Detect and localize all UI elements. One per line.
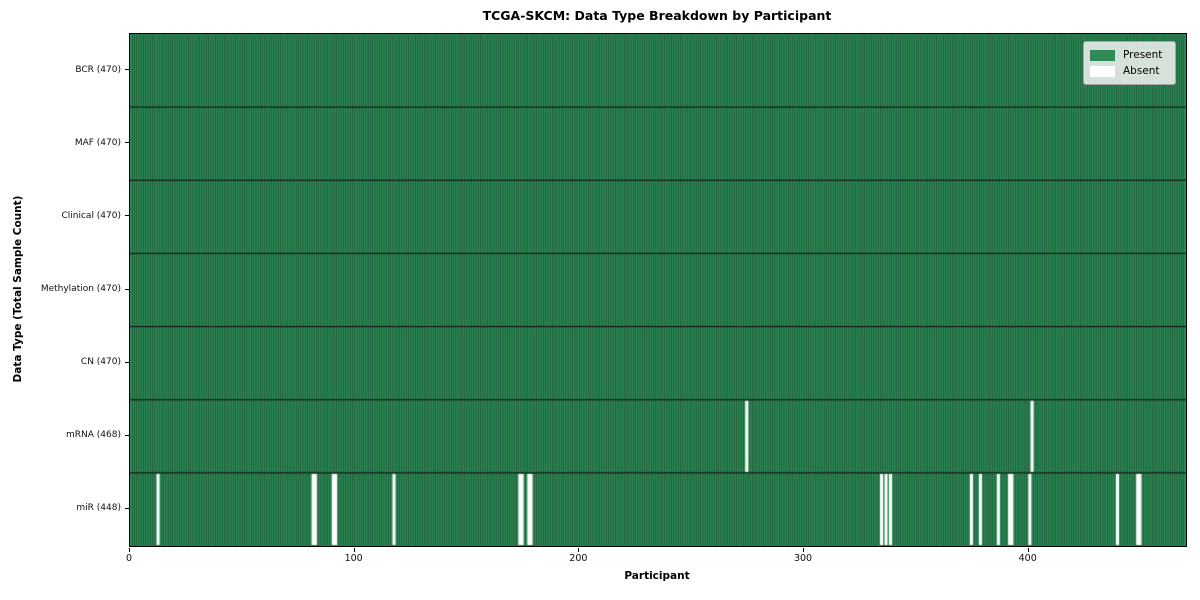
x-tick-label-0: 0	[125, 553, 133, 564]
y-tick-mark	[124, 69, 129, 71]
y-tick-mark	[124, 434, 129, 436]
chart-title: TCGA-SKCM: Data Type Breakdown by Partic…	[482, 8, 832, 23]
y-tick-label-cn: CN (470)	[80, 357, 121, 368]
x-tick-mark	[578, 547, 580, 552]
y-tick-label-clinical: Clinical (470)	[61, 210, 121, 221]
x-tick-mark	[353, 547, 355, 552]
x-tick-label-400: 400	[1018, 553, 1037, 564]
x-tick-mark	[1027, 547, 1029, 552]
legend-label: Present	[1123, 49, 1163, 61]
legend-swatch-absent	[1090, 65, 1115, 77]
x-axis-title: Participant	[624, 570, 690, 582]
x-tick-mark	[129, 547, 130, 552]
legend-item-absent: Absent	[1090, 63, 1168, 79]
y-tick-label-maf: MAF (470)	[74, 137, 121, 148]
legend-swatch-present	[1090, 49, 1115, 61]
heatmap-canvas	[130, 34, 1186, 546]
y-tick-mark	[124, 361, 129, 363]
y-tick-label-mrna: mRNA (468)	[66, 430, 121, 441]
x-tick-label-200: 200	[569, 553, 588, 564]
y-tick-mark	[124, 507, 129, 509]
legend: Present Absent	[1083, 41, 1176, 85]
y-tick-label-methylation: Methylation (470)	[40, 284, 121, 294]
y-tick-mark	[124, 288, 129, 290]
x-tick-label-300: 300	[793, 553, 813, 564]
plot-area	[129, 33, 1187, 547]
x-tick-label-100: 100	[344, 553, 363, 564]
y-tick-label-bcr: BCR (470)	[75, 64, 121, 75]
legend-item-present: Present	[1090, 47, 1168, 63]
legend-label: Absent	[1123, 65, 1160, 77]
y-tick-label-mir: miR (448)	[76, 503, 121, 514]
x-tick-mark	[803, 547, 805, 552]
y-tick-mark	[124, 215, 129, 217]
y-tick-mark	[124, 142, 129, 144]
